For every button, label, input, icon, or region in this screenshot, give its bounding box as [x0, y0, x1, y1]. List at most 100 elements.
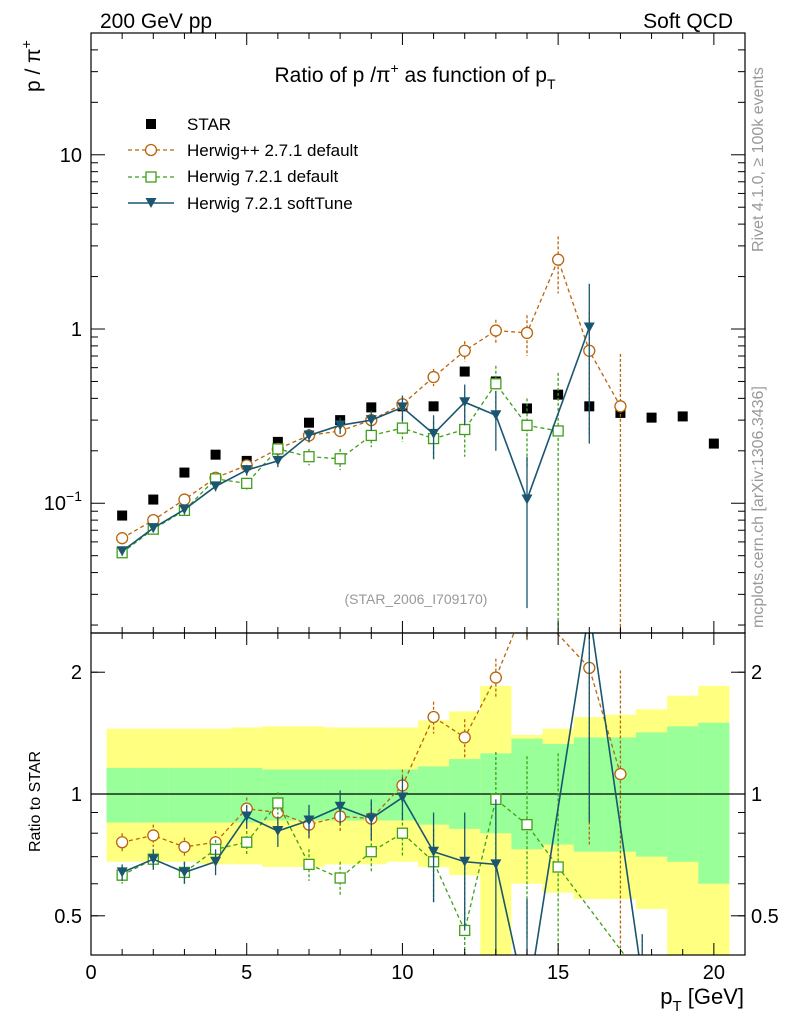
data-point: [147, 523, 159, 534]
band-inner-bin: [698, 722, 730, 884]
data-point: [552, 425, 564, 437]
header-right: Soft QCD: [643, 10, 733, 33]
data-point: [552, 861, 564, 873]
x-tick-label: 10: [391, 962, 413, 984]
data-point: [241, 811, 253, 822]
side-label-bottom: mcplots.cern.ch [arXiv:1306.3436]: [750, 386, 767, 628]
data-point: [365, 415, 377, 426]
data-point: [272, 436, 283, 447]
data-point: [303, 430, 315, 441]
data-point: [334, 420, 346, 431]
legend-marker-star: [146, 119, 156, 129]
data-point: [427, 370, 440, 384]
data-point: [427, 710, 440, 724]
data-point: [637, 973, 647, 983]
data-point: [178, 493, 191, 506]
data-point: [147, 854, 159, 865]
data-point: [365, 813, 377, 824]
y-tick-label: 10−1: [44, 488, 82, 515]
data-point: [241, 465, 253, 476]
data-point: [116, 867, 128, 878]
top-plot-area: [115, 236, 719, 633]
data-point: [522, 1001, 533, 1011]
data-point: [272, 455, 284, 466]
data-point: [459, 366, 470, 377]
y-tick-label: 1: [71, 319, 82, 341]
data-point: [458, 344, 471, 357]
data-point: [396, 422, 409, 434]
data-point: [366, 402, 377, 413]
data-point: [490, 859, 502, 870]
data-point: [334, 453, 346, 465]
legend-marker-softtune: [128, 198, 174, 208]
y-tick-label: 10: [60, 145, 82, 167]
data-point: [365, 846, 377, 858]
band-inner-bin: [200, 767, 232, 823]
data-point: [115, 836, 129, 849]
data-point: [210, 481, 222, 492]
data-point: [459, 856, 471, 867]
legend-label-softtune: Herwig 7.2.1 softTune: [187, 194, 353, 213]
header-left: 200 GeV pp: [100, 10, 212, 33]
data-point: [677, 411, 688, 422]
y-tick-label: 1: [71, 784, 82, 806]
data-point: [520, 326, 534, 340]
data-point: [459, 397, 471, 408]
data-point: [428, 428, 440, 439]
data-point: [147, 829, 160, 842]
data-point: [459, 423, 471, 436]
series-line: [121, 327, 591, 552]
data-point: [334, 872, 346, 884]
top-panel: 10−1 1 10: [44, 32, 746, 634]
data-point: [396, 792, 408, 803]
data-point: [490, 410, 502, 421]
legend-label-herwigpp: Herwig++ 2.7.1 default: [187, 141, 358, 160]
data-point: [241, 477, 253, 490]
band-inner-bin: [106, 767, 138, 823]
data-point: [521, 419, 533, 431]
legend: STAR Herwig++ 2.7.1 default Herwig 7.2.1…: [128, 115, 358, 213]
data-point: [583, 322, 595, 333]
data-point: [179, 467, 190, 478]
data-point: [116, 546, 128, 557]
top-ylabel: p / π+: [18, 40, 45, 92]
data-point: [489, 324, 503, 337]
y-tick-label: 0.5: [54, 906, 82, 928]
data-point: [646, 412, 657, 423]
legend-marker-herwigpp: [128, 143, 174, 157]
series-line: [121, 257, 621, 539]
series-line: [122, 633, 622, 848]
series-herwig-7-2-1-softtune: [116, 605, 648, 1011]
data-point: [210, 856, 222, 867]
bottom-ylabel: Ratio to STAR: [27, 751, 44, 852]
series-herwig-7-2-1-softtune: [116, 283, 595, 609]
x-tick-label: 5: [241, 962, 252, 984]
band-inner-bin: [168, 767, 200, 823]
data-point: [614, 767, 627, 781]
data-point: [303, 815, 315, 826]
data-point: [521, 494, 533, 505]
y-tick-label: 2: [71, 662, 82, 684]
data-point: [614, 400, 627, 413]
data-point: [241, 836, 253, 848]
series-line: [121, 633, 640, 955]
y-tick-label-right: 2: [751, 662, 762, 684]
data-point: [210, 449, 221, 460]
band-inner-bin: [137, 767, 169, 823]
y-tick-label-right: 0.5: [751, 906, 779, 928]
data-point: [272, 443, 284, 455]
data-point: [637, 973, 648, 983]
bottom-panel: 0 5 10 15 20 0.5 0.5 1 1 2 2: [54, 605, 779, 1011]
data-point: [428, 846, 440, 857]
data-point: [272, 826, 284, 837]
x-tick-label: 0: [85, 962, 96, 984]
data-point: [117, 510, 128, 521]
data-point: [178, 504, 190, 515]
x-tick-label: 20: [703, 962, 725, 984]
data-point: [615, 407, 626, 418]
data-point: [551, 253, 565, 266]
side-label-top: Rivet 4.1.0, ≥ 100k events: [750, 67, 767, 252]
watermark: (STAR_2006_I709170): [345, 591, 488, 607]
data-point: [521, 818, 533, 831]
data-point: [584, 605, 595, 615]
